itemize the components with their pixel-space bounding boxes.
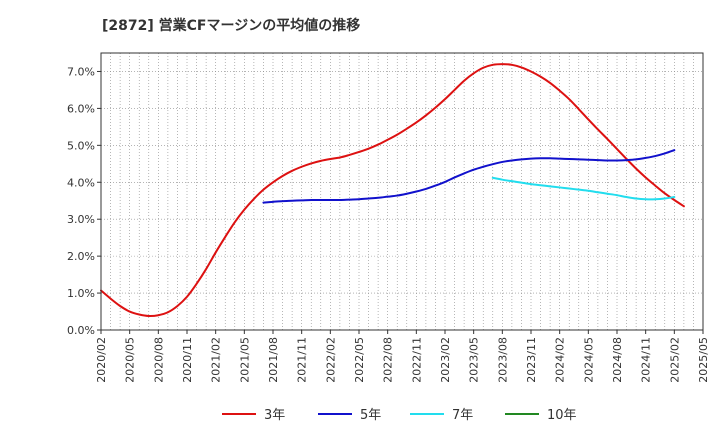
x-tick-label: 2022/05 [353,337,366,383]
series-group [100,63,685,317]
x-tick-label: 2024/11 [640,337,653,383]
x-tick-label: 2025/05 [697,337,710,383]
y-axis: 0.0% 1.0% 2.0% 3.0% 4.0% 5.0% 6.0% 7.0% [67,65,101,337]
x-tick-label: 2020/08 [152,337,165,383]
x-tick-label: 2023/02 [439,337,452,383]
x-tick-label: 2020/11 [181,337,194,383]
legend-label: 7年 [452,408,473,423]
x-tick-label: 2020/02 [95,337,108,383]
x-tick-label: 2023/08 [496,337,509,383]
x-tick-label: 2022/11 [410,337,423,383]
y-tick-label: 7.0% [67,65,95,78]
x-tick-label: 2025/02 [668,337,681,383]
x-axis: 2020/02 2020/05 2020/08 2020/11 2021/02 2021/… [95,330,710,383]
x-tick-label: 2024/02 [554,337,567,383]
y-tick-label: 2.0% [67,250,95,263]
x-tick-label: 2023/05 [468,337,481,383]
x-tick-label: 2023/11 [525,337,538,383]
x-tick-label: 2024/05 [582,337,595,383]
legend-label: 10年 [547,408,577,423]
plot-frame [100,52,704,331]
series-line-5年 [262,149,676,204]
legend: 3年 5年 7年 10年 [222,408,577,423]
y-tick-label: 6.0% [67,102,95,115]
legend-label: 5年 [360,408,381,423]
x-tick-label: 2021/05 [238,337,251,383]
x-tick-label: 2022/02 [324,337,337,383]
x-tick-label: 2021/02 [210,337,223,383]
x-tick-label: 2020/05 [124,337,137,383]
series-line-7年 [491,176,676,201]
grid-lines [101,53,703,330]
plot-area [101,53,703,330]
x-tick-label: 2021/08 [267,337,280,383]
x-tick-label: 2021/11 [296,337,309,383]
legend-label: 3年 [264,408,285,423]
y-tick-label: 3.0% [67,213,95,226]
plot-border [100,52,704,331]
y-tick-label: 5.0% [67,139,95,152]
y-tick-label: 4.0% [67,176,95,189]
y-tick-label: 0.0% [67,324,95,337]
chart-title: [2872] 営業CFマージンの平均値の推移 [102,17,360,34]
x-tick-label: 2022/08 [382,337,395,383]
series-line-3年 [100,63,685,317]
x-tick-label: 2024/08 [611,337,624,383]
y-tick-label: 1.0% [67,287,95,300]
plot-background [101,53,703,330]
